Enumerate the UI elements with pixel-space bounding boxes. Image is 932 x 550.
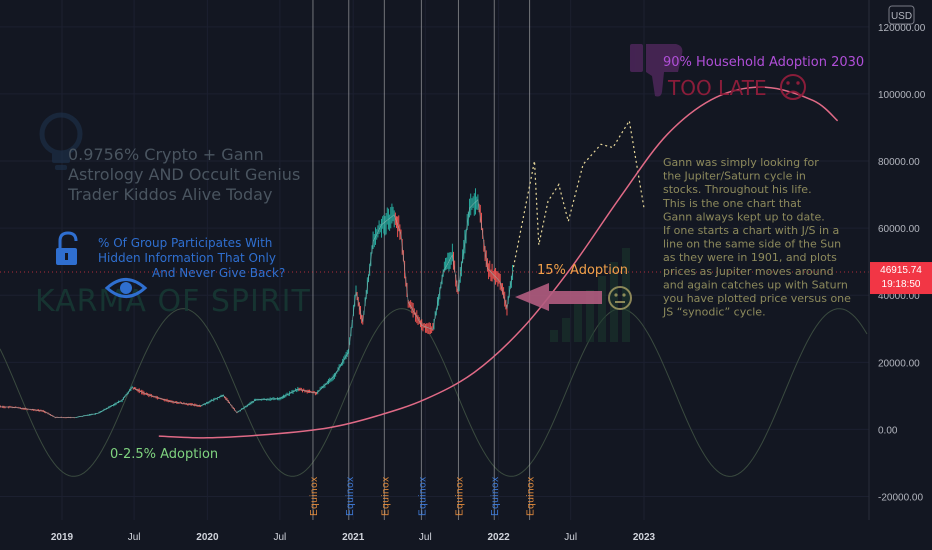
y-tick-label: 20000.00: [878, 358, 920, 369]
adoption-curve-layer: [158, 86, 839, 439]
equinox-lines: Equinox Equinox Equinox Equinox Equinox Equin…: [309, 0, 537, 520]
y-tick-label: 100000.00: [878, 90, 926, 101]
last-price-badge: 46915.74 19:18:50: [870, 262, 932, 295]
annotation-line: JS “synodic” cycle.: [662, 306, 766, 319]
x-axis-ticks[interactable]: 2019 Jul 2020 Jul 2021 Jul 2022 Jul 2023: [51, 532, 656, 543]
annotation-household: 90% Household Adoption 2030: [663, 55, 864, 70]
y-tick-label: 120000.00: [878, 23, 926, 34]
lightbulb-icon: [39, 112, 83, 170]
annotation-line: prices as Jupiter moves around: [663, 265, 834, 278]
cycle-wave-layer: [0, 308, 868, 477]
annotation-gann-text: Gann was simply looking for the Jupiter/S…: [662, 156, 851, 319]
annotation-line: Gann was simply looking for: [663, 156, 819, 169]
x-tick-label: Jul: [419, 532, 432, 543]
annotation-line: Hidden Information That Only: [98, 251, 276, 265]
annotation-line: stocks. Throughout his life.: [663, 183, 812, 196]
x-tick-label: 2020: [196, 532, 219, 543]
annotation-line: and again catches up with Saturn: [663, 278, 848, 291]
annotation-line: And Never Give Back?: [152, 266, 285, 280]
annotation-line: you have plotted price versus one: [663, 292, 851, 305]
x-tick-label: 2021: [342, 532, 365, 543]
svg-text:46915.74: 46915.74: [880, 265, 922, 276]
annotation-line: Astrology AND Occult Genius: [68, 165, 300, 184]
signal-bars-icon: [550, 248, 630, 342]
y-tick-label: 40000.00: [878, 291, 920, 302]
price-series-layer: [0, 188, 869, 419]
x-tick-label: 2023: [633, 532, 656, 543]
equinox-label: Equinox: [490, 476, 501, 516]
equinox-label: Equinox: [345, 476, 356, 516]
equinox-label: Equinox: [454, 476, 465, 516]
annotation-line: the Jupiter/Saturn cycle in: [663, 170, 806, 183]
annotation-line: 0.9756% Crypto + Gann: [68, 145, 264, 164]
sad-face-icon: [780, 74, 806, 100]
annotation-line: Gann always kept up to date.: [663, 210, 825, 223]
left-arrow-icon: [515, 283, 602, 311]
x-tick-label: Jul: [128, 532, 141, 543]
x-tick-label: Jul: [274, 532, 287, 543]
y-axis-ticks[interactable]: 120000.00 100000.00 80000.00 60000.00 40000.…: [878, 23, 926, 504]
x-tick-label: 2022: [487, 532, 510, 543]
x-tick-label: Jul: [564, 532, 577, 543]
neutral-face-icon: [608, 286, 632, 310]
cycle-wave-line: [0, 308, 868, 477]
equinox-label: Equinox: [309, 476, 320, 516]
x-tick-label: 2019: [51, 532, 74, 543]
equinox-label: Equinox: [417, 476, 428, 516]
adoption-curve: [158, 86, 839, 439]
y-tick-label: 0.00: [878, 425, 898, 436]
annotation-line: Trader Kiddos Alive Today: [67, 185, 272, 204]
equinox-label: Equinox: [380, 476, 391, 516]
y-tick-label: 60000.00: [878, 224, 920, 235]
annotation-too-late: TOO LATE: [667, 76, 767, 100]
annotation-line: as they were in 1901, and plots: [663, 251, 837, 264]
thumbs-down-icon: [630, 44, 683, 97]
equinox-label: Equinox: [526, 476, 537, 516]
price-line: [0, 198, 513, 419]
annotation-adoption-low: 0-2.5% Adoption: [110, 447, 218, 462]
annotation-line: This is the one chart that: [662, 197, 802, 210]
y-tick-label: 80000.00: [878, 157, 920, 168]
annotation-line: line on the same side of the Sun: [663, 238, 841, 251]
annotation-adoption-mid: 15% Adoption: [537, 263, 628, 278]
annotation-line: If one starts a chart with J/S in a: [663, 224, 839, 237]
annotation-line: % Of Group Participates With: [98, 236, 272, 250]
eye-icon: [104, 278, 148, 298]
karma-text: KARMA OF SPIRIT: [35, 284, 311, 319]
annotation-group-info: % Of Group Participates With Hidden Infor…: [98, 236, 285, 280]
currency-badge[interactable]: USD: [888, 5, 915, 25]
svg-text:19:18:50: 19:18:50: [882, 279, 921, 290]
y-tick-label: -20000.00: [878, 493, 923, 504]
annotation-crypto-gann: 0.9756% Crypto + Gann Astrology AND Occul…: [67, 145, 300, 204]
svg-text:KARMA OF SPIRIT: KARMA OF SPIRIT: [35, 284, 311, 319]
unlock-icon: [56, 231, 78, 265]
grid-lines: [0, 0, 869, 520]
svg-text:USD: USD: [891, 11, 912, 22]
